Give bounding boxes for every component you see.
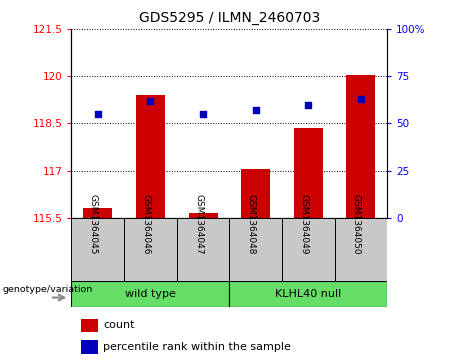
- Text: percentile rank within the sample: percentile rank within the sample: [103, 342, 291, 352]
- Point: [199, 111, 207, 117]
- Text: GSM1364050: GSM1364050: [352, 194, 361, 254]
- Text: GSM1364047: GSM1364047: [194, 194, 203, 254]
- Bar: [83, 208, 112, 218]
- Bar: [136, 95, 165, 218]
- Text: GSM1364049: GSM1364049: [299, 194, 308, 254]
- Point: [147, 98, 154, 104]
- Text: GSM1364045: GSM1364045: [89, 194, 98, 254]
- Text: GSM1364046: GSM1364046: [142, 194, 150, 254]
- Bar: [81, 340, 98, 354]
- Text: GSM1364048: GSM1364048: [247, 194, 256, 254]
- Bar: [81, 319, 98, 332]
- Bar: [124, 218, 177, 281]
- Bar: [282, 218, 335, 281]
- Bar: [230, 281, 387, 307]
- Bar: [177, 218, 229, 281]
- Text: KLHL40 null: KLHL40 null: [275, 289, 342, 299]
- Point: [252, 107, 260, 113]
- Bar: [71, 281, 230, 307]
- Text: wild type: wild type: [125, 289, 176, 299]
- Bar: [189, 213, 218, 218]
- Point: [305, 102, 312, 107]
- Text: genotype/variation: genotype/variation: [3, 285, 93, 294]
- Bar: [71, 218, 124, 281]
- Point: [357, 96, 365, 102]
- Bar: [241, 169, 270, 218]
- Title: GDS5295 / ILMN_2460703: GDS5295 / ILMN_2460703: [139, 11, 320, 25]
- Point: [94, 111, 101, 117]
- Text: count: count: [103, 321, 135, 330]
- Bar: [230, 218, 282, 281]
- Bar: [347, 75, 375, 218]
- Bar: [335, 218, 387, 281]
- Bar: [294, 128, 323, 218]
